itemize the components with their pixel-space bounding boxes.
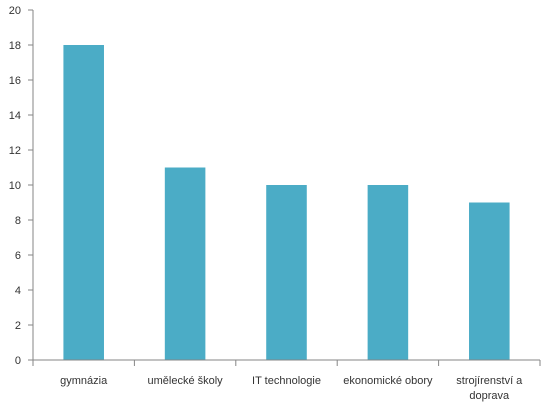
y-tick-label: 16 — [9, 75, 21, 87]
y-tick-label: 12 — [9, 145, 21, 157]
bar — [367, 185, 409, 360]
y-tick-label: 4 — [15, 285, 21, 297]
x-category-label: IT technologie — [252, 375, 321, 387]
x-category-label: gymnázia — [60, 375, 108, 387]
bars — [63, 45, 510, 360]
x-category-label: strojírenství a — [456, 375, 523, 387]
y-tick-label: 8 — [15, 215, 21, 227]
bar — [63, 45, 104, 360]
y-tick-label: 10 — [9, 180, 21, 192]
y-tick-label: 0 — [15, 355, 21, 367]
y-tick-label: 14 — [9, 110, 21, 122]
bar — [266, 185, 307, 360]
x-category-label: umělecké školy — [147, 375, 223, 387]
y-tick-label: 2 — [15, 320, 21, 332]
y-axis-ticks: 0 2 4 6 8 10 12 14 16 18 20 — [9, 5, 33, 367]
y-tick-label: 6 — [15, 250, 21, 262]
bar — [164, 167, 206, 360]
x-category-label: doprava — [469, 390, 510, 402]
y-tick-label: 18 — [9, 40, 21, 52]
bar — [469, 202, 510, 360]
x-axis-labels: gymnázia umělecké školy IT technologie ekon… — [60, 375, 523, 402]
y-tick-label: 20 — [9, 5, 21, 17]
axes — [32, 10, 541, 366]
x-category-label: ekonomické obory — [343, 375, 433, 387]
